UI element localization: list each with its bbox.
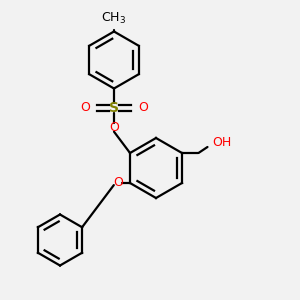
Text: S: S	[109, 101, 119, 115]
Text: O: O	[138, 101, 148, 115]
Text: O: O	[109, 121, 119, 134]
Text: OH: OH	[212, 136, 231, 149]
Text: O: O	[80, 101, 90, 115]
Text: CH$_3$: CH$_3$	[101, 11, 127, 26]
Text: O: O	[113, 176, 123, 190]
